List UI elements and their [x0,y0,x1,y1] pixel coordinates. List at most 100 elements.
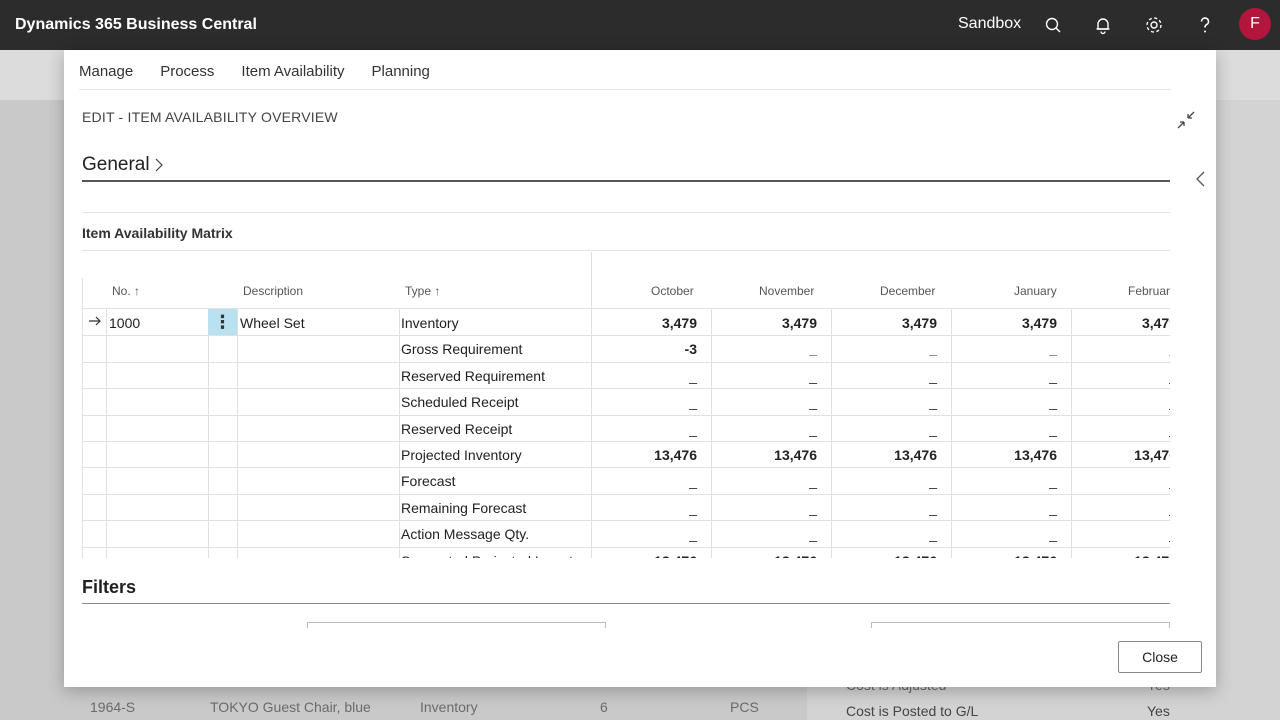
header-period-february[interactable]: February [1128,284,1170,298]
matrix-cell[interactable]: _ [809,499,817,516]
matrix-cell[interactable]: _ [1169,473,1170,489]
arrow-right-icon [89,316,101,326]
factbox-label: Cost is Posted to G/L [846,703,979,719]
row-type: Reserved Requirement [401,367,545,384]
matrix-cell[interactable]: 13,476 [1014,447,1057,463]
matrix-cell[interactable]: _ [689,367,697,384]
grid-line [591,252,592,558]
divider [82,212,1170,213]
matrix-cell[interactable]: _ [1169,394,1170,410]
matrix-cell[interactable]: _ [809,394,817,411]
header-description[interactable]: Description [243,284,304,298]
matrix-cell[interactable]: _ [929,420,937,437]
matrix-cell[interactable]: _ [689,473,697,490]
grid-line [399,308,400,558]
header-type[interactable]: Type ↑ [405,284,441,298]
grid-line [237,308,238,558]
menu-item-availability[interactable]: Item Availability [241,63,345,80]
matrix-cell[interactable]: 3,479 [1141,315,1170,331]
matrix-cell[interactable]: _ [1169,368,1170,384]
matrix-cell[interactable]: _ [929,367,937,384]
general-fasttab[interactable]: General [82,154,164,176]
matrix-cell[interactable]: _ [1169,526,1170,542]
item-description[interactable]: Wheel Set [240,315,305,331]
matrix-cell[interactable]: 13,476 [894,447,937,463]
header-period-december[interactable]: December [880,284,936,298]
matrix-cell[interactable]: 13,476 [654,447,697,463]
bell-icon[interactable] [1092,14,1114,36]
matrix-cell[interactable]: _ [1049,341,1057,358]
matrix-cell[interactable]: _ [929,473,937,490]
row-type: Forecast [401,473,456,490]
matrix-cell[interactable]: _ [1169,500,1170,516]
matrix-cell[interactable]: _ [809,341,817,358]
matrix-cell[interactable]: _ [1169,421,1170,437]
header-period-november[interactable]: November [759,284,815,298]
background-row-type: Inventory [420,699,478,715]
menu-manage[interactable]: Manage [79,63,134,80]
matrix-cell[interactable]: -3 [684,341,697,358]
matrix-cell[interactable]: 13,476 [774,447,817,463]
environment-label[interactable]: Sandbox [958,15,1022,32]
matrix-cell[interactable]: _ [809,526,817,543]
menu-process[interactable]: Process [160,63,215,80]
matrix-cell[interactable]: _ [689,394,697,411]
filter-field[interactable] [871,622,1170,628]
matrix-cell[interactable]: 3,479 [901,315,937,331]
close-button[interactable]: Close [1118,641,1202,673]
filter-field[interactable] [307,622,606,628]
background-row-uom: PCS [730,699,759,715]
matrix-cell[interactable]: _ [689,420,697,437]
matrix-cell[interactable]: _ [809,367,817,384]
row-type: Scheduled Receipt [401,394,519,411]
matrix-cell[interactable]: 3,479 [661,315,697,331]
filters-fasttab[interactable]: Filters [82,577,137,597]
matrix-cell[interactable]: _ [1049,420,1057,437]
matrix-cell[interactable]: _ [1049,473,1057,490]
app-title[interactable]: Dynamics 365 Business Central [15,16,257,33]
item-availability-dialog: Manage Process Item Availability Plannin… [64,50,1216,687]
matrix-cell[interactable]: _ [1049,526,1057,543]
matrix-cell[interactable]: _ [1049,367,1057,384]
row-type: Suggested Projected Invent... [401,553,585,558]
matrix-cell[interactable]: 3,479 [781,315,817,331]
item-no[interactable]: 1000 [109,315,141,331]
matrix-cell[interactable]: _ [929,394,937,411]
matrix-cell[interactable]: 13,476 [1134,553,1170,558]
more-options-icon[interactable]: ⋮ [208,309,237,335]
collapse-icon[interactable] [1174,108,1198,132]
matrix-cell[interactable]: _ [809,473,817,490]
header-period-october[interactable]: October [651,284,694,298]
grid-line [82,493,1170,495]
matrix-cell[interactable]: _ [1049,394,1057,411]
matrix-cell[interactable]: _ [689,499,697,516]
matrix-cell[interactable]: _ [809,420,817,437]
matrix-cell[interactable]: 13,476 [1134,447,1170,463]
matrix-cell[interactable]: 13,476 [654,553,697,558]
matrix-cell[interactable]: _ [689,526,697,543]
menu-planning[interactable]: Planning [371,63,430,80]
matrix-cell[interactable]: _ [929,499,937,516]
grid-line [82,467,1170,469]
background-row-no: 1964-S [90,699,136,715]
gear-icon[interactable] [1143,14,1165,36]
matrix-cell[interactable]: 13,476 [1014,553,1057,558]
matrix-cell[interactable]: 13,476 [774,553,817,558]
matrix-cell[interactable]: _ [929,526,937,543]
header-period-january[interactable]: January [1014,284,1057,298]
matrix-cell[interactable]: _ [929,341,937,358]
background-row-qty: 6 [600,699,608,715]
search-icon[interactable] [1042,14,1064,36]
grid-line [831,308,832,558]
grid-line [82,414,1170,416]
header-no[interactable]: No. ↑ [112,284,141,298]
app-bar: Dynamics 365 Business Central Sandbox F [0,0,1280,50]
grid-line [1071,308,1072,558]
chevron-left-icon[interactable] [1194,170,1208,188]
user-avatar[interactable]: F [1239,8,1271,40]
matrix-cell[interactable]: 13,476 [894,553,937,558]
matrix-cell[interactable]: 3,479 [1021,315,1057,331]
help-icon[interactable] [1194,14,1216,36]
matrix-cell[interactable]: _ [1049,499,1057,516]
matrix-cell[interactable]: _ [1169,341,1170,357]
